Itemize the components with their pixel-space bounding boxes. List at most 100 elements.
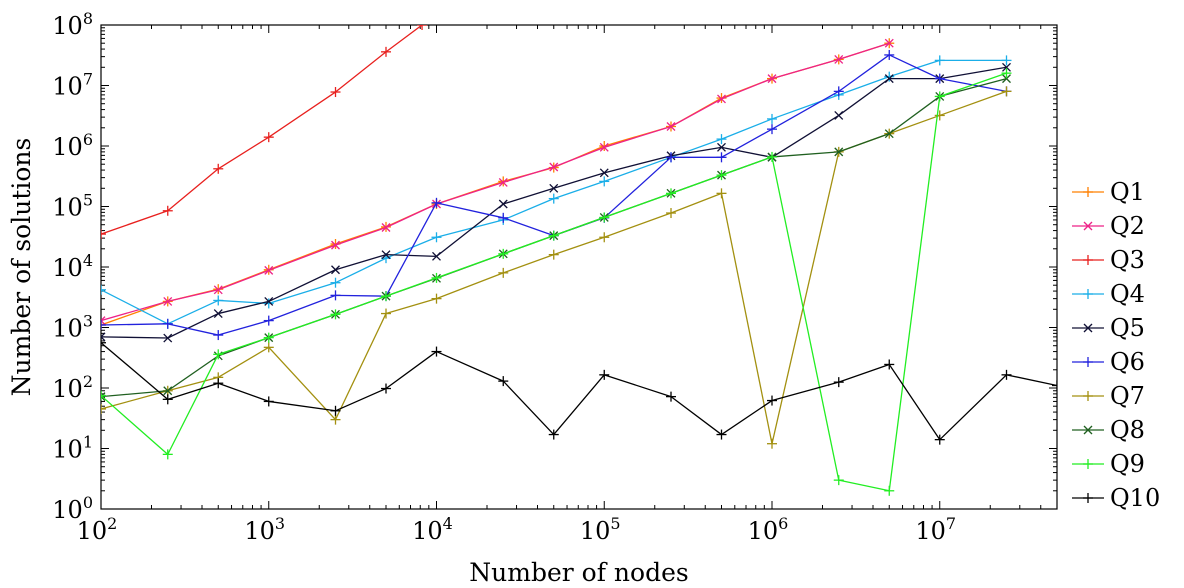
data-point [934,91,945,102]
legend-marker [1083,493,1093,503]
data-point [101,319,106,330]
data-point [431,346,442,357]
data-point [263,396,274,407]
data-point [381,383,392,394]
legend-item: Q2 [1072,212,1145,240]
x-tick-label-base: 10 [77,517,108,545]
x-tick-label-base: 10 [412,517,443,545]
series-q10 [101,337,1057,445]
legend-marker [1083,391,1093,401]
data-point [213,378,224,389]
data-point [1002,62,1011,72]
data-point [264,296,274,306]
data-point [884,71,895,82]
data-point [934,110,945,121]
data-point [834,147,844,157]
data-point [833,86,844,97]
data-point [934,73,945,84]
legend-item: Q3 [1072,246,1145,274]
x-tick-label-exponent: 5 [610,514,620,533]
data-point [101,337,106,348]
data-point [417,25,428,30]
data-point [381,46,392,57]
legend-item: Q8 [1072,416,1145,444]
data-point [381,223,391,232]
data-point [599,232,610,243]
data-point [548,230,559,241]
x-tick-label-base: 10 [748,517,779,545]
data-point [1002,74,1011,84]
data-point [548,193,559,204]
legend-label: Q7 [1110,382,1145,410]
data-point [884,49,895,60]
series-line-q10 [101,342,1057,441]
data-point [330,405,341,416]
y-tick-label: 100 [52,493,93,524]
data-point [330,414,341,425]
data-point [498,177,508,187]
data-point [766,395,777,406]
data-point [330,87,341,98]
y-tick-label-exponent: 4 [83,251,93,270]
data-point [163,386,173,396]
data-point [666,391,677,402]
data-point [263,332,274,343]
data-point [766,151,777,162]
x-tick-label: 107 [915,514,956,545]
y-tick-label-exponent: 5 [83,191,93,210]
data-point [716,170,727,181]
y-tick-label-exponent: 8 [83,9,93,28]
y-tick-label: 102 [52,372,93,403]
data-point [381,308,392,319]
plot-frame [100,24,1058,510]
x-tick-label: 106 [748,514,789,545]
x-axis-label: Number of nodes [469,558,688,587]
legend-marker [1083,425,1093,435]
y-axis-label: Number of solutions [7,138,36,397]
data-point [717,94,726,104]
data-point [934,55,945,66]
legend-item: Q4 [1072,280,1145,308]
y-tick-label-base: 10 [52,436,83,464]
y-tick-label: 106 [52,130,93,161]
data-point [101,390,106,401]
data-point [431,272,442,283]
data-point [1001,369,1012,380]
series-line-q3 [101,25,423,235]
x-tick-label-base: 10 [580,517,611,545]
y-tick-label-exponent: 3 [83,312,93,331]
legend-item: Q9 [1072,450,1145,478]
legend: Q1 Q2 Q3 Q4 Q5 Q6 Q7 Q8 Q9 Q10 [1072,178,1160,512]
data-point [431,197,442,208]
x-tick-label: 105 [580,514,621,545]
legend-item: Q1 [1072,178,1145,206]
data-point [498,248,509,259]
x-tick-label-exponent: 2 [107,514,117,533]
data-point [101,332,106,342]
data-point [163,296,173,306]
data-point [162,205,173,216]
legend-marker [1083,459,1093,469]
data-point [101,229,106,240]
data-point [766,438,777,449]
y-tick-label: 104 [52,251,93,282]
y-tick-label-exponent: 2 [83,372,93,391]
x-tick-label-base: 10 [244,517,275,545]
data-point [213,295,224,306]
legend-label: Q8 [1110,416,1145,444]
data-point [431,293,442,304]
data-point [599,212,610,223]
data-point [498,267,509,278]
data-point [833,475,844,486]
data-point [884,359,895,370]
series-line-q2 [101,42,890,322]
legend-item: Q6 [1072,348,1145,376]
data-point [331,265,340,275]
data-point [101,284,106,295]
data-point [884,74,894,84]
y-tick-label-base: 10 [52,73,83,101]
data-point [330,277,341,288]
y-tick-label-exponent: 0 [83,493,93,512]
series-line-q7 [101,90,1007,445]
